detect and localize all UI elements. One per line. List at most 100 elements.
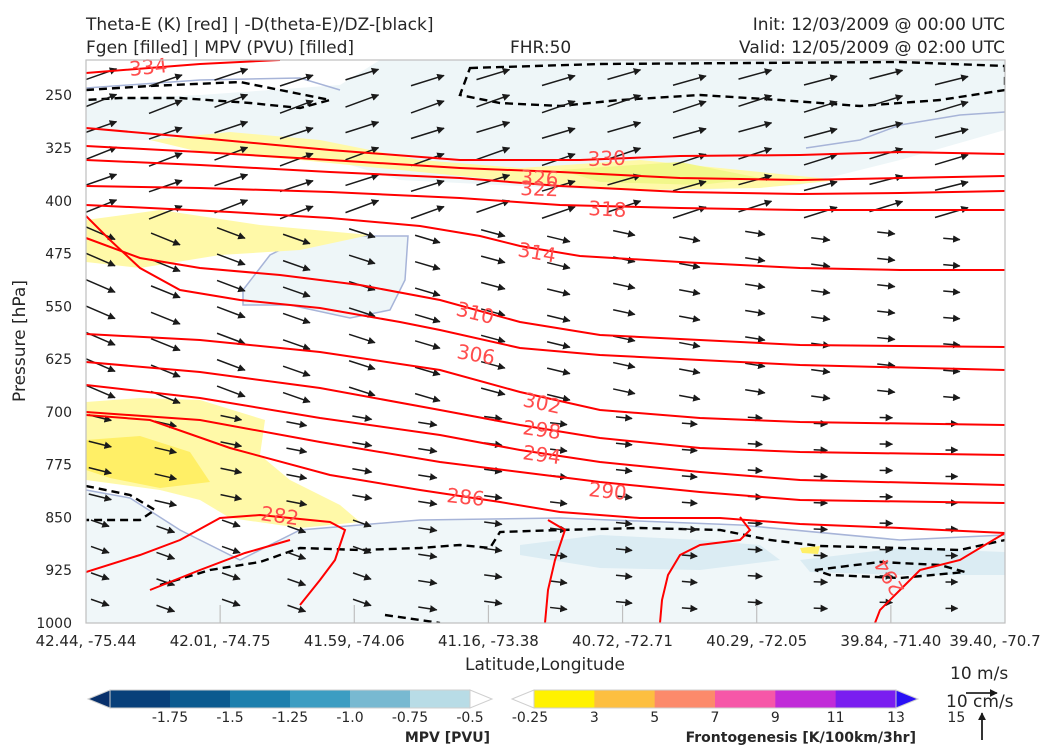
- init-time: Init: 12/03/2009 @ 00:00 UTC: [752, 15, 1005, 35]
- wind-vector: [943, 261, 961, 270]
- wind-vector: [418, 499, 438, 507]
- wind-vector: [86, 252, 116, 267]
- colorbar-outline: [109, 689, 471, 709]
- wind-vector: [282, 312, 311, 325]
- wind-vector: [418, 605, 438, 613]
- ddz-contour-upper-left: [86, 80, 331, 110]
- ref-vector-horizontal-label: 10 m/s: [950, 664, 1009, 684]
- wind-vector: [418, 473, 438, 481]
- wind-vector: [418, 446, 438, 455]
- colorbar-swatch: [410, 690, 471, 708]
- wind-vector: [148, 205, 183, 220]
- wind-vector: [679, 235, 701, 244]
- x-tick-label: 42.44, -75.44: [36, 632, 137, 650]
- x-tick-label: 40.72, -72.71: [572, 632, 673, 650]
- wind-vector: [352, 572, 372, 581]
- ref-vector-vertical-label: 10 cm/s: [946, 692, 1014, 712]
- wind-vector: [813, 551, 829, 560]
- wind-vector: [811, 261, 831, 270]
- colorbar-tick-label: -1.0: [336, 710, 363, 726]
- wind-vector: [348, 386, 376, 397]
- wind-vector: [418, 552, 438, 560]
- wind-vector: [348, 254, 376, 265]
- wind-vector: [345, 199, 380, 214]
- wind-vector: [90, 572, 110, 581]
- wind-vector: [541, 126, 576, 139]
- wind-vector: [803, 127, 838, 139]
- wind-vector: [216, 253, 246, 266]
- wind-vector: [745, 361, 766, 370]
- theta-e-line-290: [86, 411, 1005, 504]
- wind-vector: [738, 121, 773, 133]
- colorbar-swatch: [715, 690, 776, 708]
- wind-vector: [803, 74, 838, 86]
- wind-vector: [476, 93, 511, 108]
- colorbar-fgen: 3 5 7 9 11 13 15 Frontogenesis [K/100km/3hr]: [510, 689, 965, 746]
- y-tick-label: 775: [45, 458, 72, 474]
- wind-vector: [615, 519, 633, 528]
- wind-vector: [672, 126, 707, 139]
- wind-vector: [811, 235, 831, 244]
- wind-vector: [86, 358, 116, 373]
- wind-vector: [410, 152, 445, 167]
- wind-vector: [286, 420, 308, 429]
- wind-vector: [679, 315, 701, 323]
- fgen-region-low: [86, 398, 360, 528]
- wind-vector: [877, 308, 896, 317]
- contour-label-298: 298: [521, 415, 562, 444]
- theta-e-line-294b: [874, 532, 1005, 623]
- colorbar-title: Frontogenesis [K/100km/3hr]: [686, 730, 916, 746]
- wind-vector: [150, 285, 181, 299]
- x-tick-label: 40.29, -72.05: [706, 632, 807, 650]
- wind-vector: [348, 333, 376, 345]
- wind-vector: [803, 179, 838, 192]
- wind-vector: [221, 519, 241, 528]
- wind-vector: [220, 467, 243, 475]
- wind-vector: [410, 179, 445, 193]
- wind-vector: [287, 578, 307, 587]
- wind-vector: [86, 278, 116, 293]
- wind-vector: [672, 100, 707, 114]
- wind-vector: [90, 519, 110, 528]
- wind-vector: [484, 414, 503, 422]
- wind-vector: [216, 358, 246, 372]
- wind-vector: [745, 256, 766, 264]
- wind-vector: [869, 147, 904, 160]
- wind-vector: [549, 552, 568, 560]
- wind-vector: [681, 420, 698, 428]
- theta-e-line-310: [86, 237, 1005, 348]
- wind-vector: [803, 100, 838, 113]
- theta-e-line-330: [86, 127, 1005, 161]
- wind-vector: [286, 447, 308, 455]
- wind-vector: [672, 179, 707, 192]
- y-tick-label: 250: [45, 88, 72, 104]
- wind-vector: [86, 384, 116, 399]
- wind-vector: [221, 545, 241, 555]
- wind-vector: [148, 126, 183, 140]
- wind-vector: [476, 199, 511, 214]
- wind-vector: [414, 313, 441, 324]
- wind-vector: [156, 551, 176, 561]
- wind-vector: [745, 335, 766, 343]
- wind-vector: [546, 314, 571, 323]
- wind-vector: [934, 153, 969, 166]
- wind-vector: [747, 413, 763, 422]
- wind-vector: [216, 279, 246, 293]
- wind-vector: [286, 473, 308, 481]
- wind-vector: [612, 388, 636, 396]
- wind-vector: [679, 262, 701, 270]
- ddz-contour-lower-right: [814, 560, 966, 580]
- ddz-contour-upper-right: [458, 60, 1005, 108]
- wind-vector: [282, 286, 311, 298]
- wind-vector: [747, 519, 763, 528]
- wind-vector: [943, 393, 961, 402]
- contour-label-326: 326: [520, 165, 559, 191]
- wind-vector: [221, 572, 241, 581]
- wind-vector: [150, 232, 181, 246]
- wind-vector: [345, 173, 380, 187]
- wind-vector: [745, 388, 766, 396]
- theta-e-line-322: [86, 159, 1005, 196]
- theta-e-line-a: [544, 519, 567, 623]
- wind-vector: [549, 499, 568, 507]
- wind-vector: [418, 420, 438, 428]
